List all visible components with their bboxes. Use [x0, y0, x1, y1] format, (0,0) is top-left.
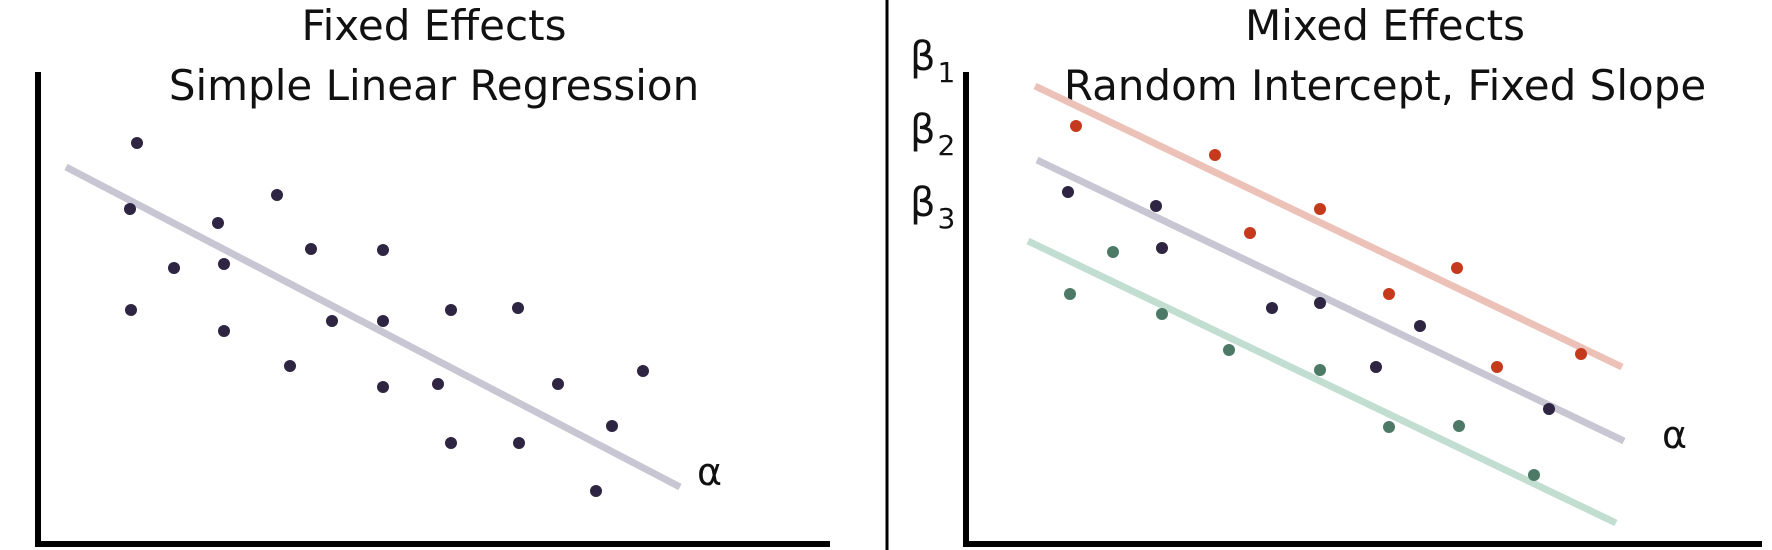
beta-2-sub: 2	[938, 129, 956, 162]
left-data-points	[124, 137, 649, 497]
beta-3-base: β	[910, 180, 936, 226]
right-point-18	[1064, 288, 1076, 300]
left-point-16	[377, 381, 389, 393]
left-point-1	[131, 137, 143, 149]
left-axes	[35, 72, 830, 547]
beta-1-sub: 1	[938, 56, 956, 89]
left-point-18	[552, 378, 564, 390]
beta-1-base: β	[910, 34, 936, 80]
right-point-19	[1156, 308, 1168, 320]
right-point-9	[1062, 186, 1074, 198]
left-title-line1: Fixed Effects	[302, 1, 567, 50]
right-point-23	[1453, 420, 1465, 432]
left-point-9	[125, 304, 137, 316]
left-point-17	[432, 378, 444, 390]
right-point-13	[1314, 297, 1326, 309]
left-point-4	[271, 189, 283, 201]
right-point-16	[1543, 403, 1555, 415]
left-point-6	[218, 258, 230, 270]
right-point-5	[1451, 262, 1463, 274]
right-point-20	[1223, 344, 1235, 356]
left-point-7	[305, 243, 317, 255]
right-point-10	[1150, 200, 1162, 212]
mixed-effects-panel: Mixed Effects Random Intercept, Fixed Sl…	[910, 1, 1762, 547]
left-point-20	[606, 420, 618, 432]
left-point-2	[124, 203, 136, 215]
left-point-5	[168, 262, 180, 274]
left-point-10	[218, 325, 230, 337]
left-point-21	[445, 437, 457, 449]
beta-2-base: β	[910, 107, 936, 153]
right-point-24	[1528, 469, 1540, 481]
left-point-3	[212, 217, 224, 229]
left-point-22	[513, 437, 525, 449]
right-point-15	[1370, 361, 1382, 373]
right-point-3	[1314, 203, 1326, 215]
right-data-points	[1062, 120, 1587, 481]
beta-1-label: β1	[910, 34, 955, 89]
left-point-11	[326, 315, 338, 327]
left-point-13	[445, 304, 457, 316]
beta-3-sub: 3	[938, 202, 956, 235]
fixed-effects-panel: Fixed Effects Simple Linear Regression α	[35, 1, 830, 547]
group-line-dark	[1035, 156, 1626, 445]
right-point-17	[1107, 246, 1119, 258]
left-point-14	[512, 302, 524, 314]
left-point-15	[284, 360, 296, 372]
right-title-line1: Mixed Effects	[1245, 1, 1525, 50]
right-point-21	[1314, 364, 1326, 376]
beta-3-label: β3	[910, 180, 955, 235]
right-point-2	[1209, 149, 1221, 161]
left-title-line2: Simple Linear Regression	[169, 61, 699, 110]
right-alpha-label: α	[1662, 413, 1687, 457]
left-point-8	[377, 244, 389, 256]
right-point-14	[1414, 320, 1426, 332]
left-point-19	[637, 365, 649, 377]
right-point-1	[1070, 120, 1082, 132]
right-point-11	[1156, 242, 1168, 254]
right-point-12	[1266, 302, 1278, 314]
left-regression-line	[64, 163, 682, 491]
right-axes	[963, 72, 1762, 547]
left-alpha-label: α	[697, 450, 722, 494]
left-point-12	[377, 315, 389, 327]
group-line-green	[1026, 237, 1618, 527]
right-point-7	[1491, 361, 1503, 373]
beta-2-label: β2	[910, 107, 955, 162]
right-point-8	[1575, 348, 1587, 360]
group-line-red	[1033, 82, 1624, 371]
left-point-23	[590, 485, 602, 497]
right-point-22	[1383, 421, 1395, 433]
right-point-4	[1244, 227, 1256, 239]
right-point-6	[1383, 288, 1395, 300]
right-title-line2: Random Intercept, Fixed Slope	[1064, 61, 1706, 110]
